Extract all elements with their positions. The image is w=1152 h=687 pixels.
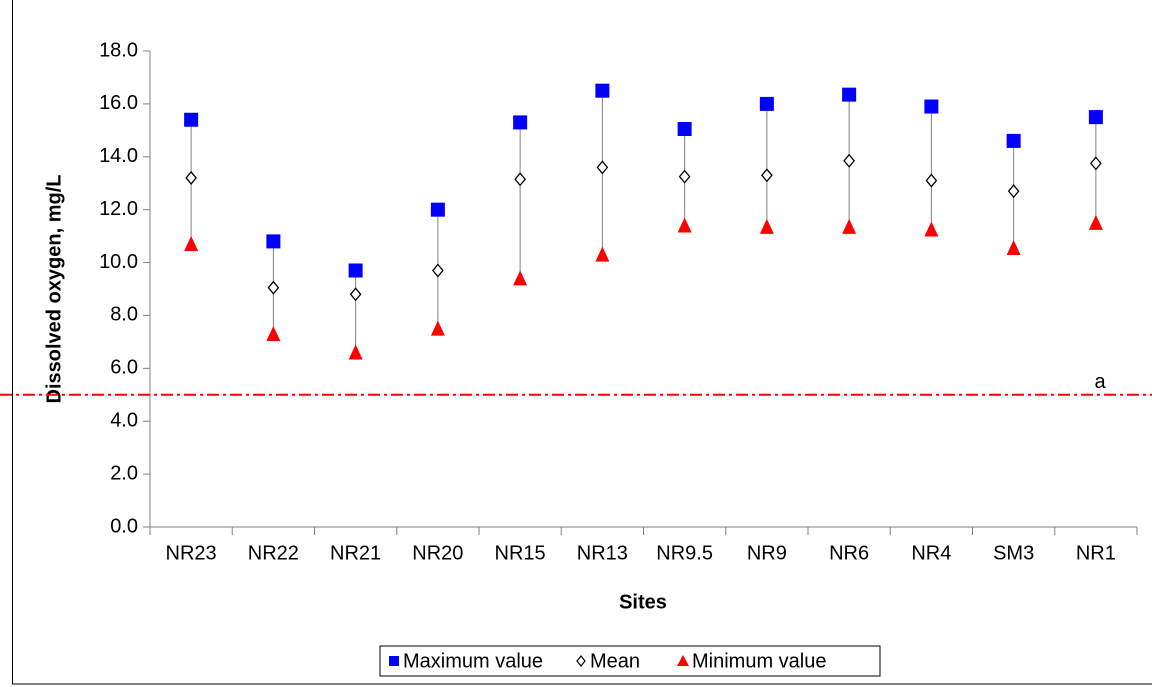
marker-triangle xyxy=(1088,214,1103,230)
marker-diamond xyxy=(514,172,526,187)
legend-label: Mean xyxy=(590,650,640,672)
y-tick-label: 14.0 xyxy=(99,145,138,167)
y-axis-label: Dissolved oxygen, mg/L xyxy=(43,175,65,404)
y-tick-label: 18.0 xyxy=(99,39,138,61)
marker-triangle xyxy=(1006,240,1021,256)
marker-triangle xyxy=(348,344,363,360)
marker-square xyxy=(1088,110,1103,125)
marker-diamond xyxy=(267,280,280,295)
marker-square xyxy=(595,83,610,98)
chart-frame xyxy=(12,0,1152,685)
x-tick-label: NR9 xyxy=(747,542,787,564)
marker-square xyxy=(348,263,363,278)
marker-triangle xyxy=(184,236,199,252)
marker-triangle xyxy=(842,218,857,234)
y-tick-label: 4.0 xyxy=(110,410,138,432)
x-tick-label: NR13 xyxy=(577,542,628,564)
marker-diamond xyxy=(843,153,855,168)
marker-triangle xyxy=(266,325,281,341)
marker-diamond xyxy=(761,168,773,183)
x-tick-label: NR20 xyxy=(412,542,463,564)
marker-square xyxy=(677,122,692,137)
x-tick-label: SM3 xyxy=(993,542,1034,564)
x-axis-label: Sites xyxy=(619,591,667,613)
y-tick-label: 8.0 xyxy=(110,304,138,326)
y-tick-label: 2.0 xyxy=(110,462,138,484)
marker-triangle xyxy=(759,218,774,234)
y-tick-label: 10.0 xyxy=(99,251,138,273)
x-tick-label: NR4 xyxy=(911,542,951,564)
marker-diamond xyxy=(1007,184,1020,199)
y-tick-label: 12.0 xyxy=(99,198,138,220)
legend-label: Minimum value xyxy=(692,650,826,672)
marker-triangle xyxy=(430,320,445,336)
x-tick-label: NR21 xyxy=(330,542,381,564)
marker-diamond xyxy=(349,287,362,302)
x-tick-label: NR6 xyxy=(829,542,869,564)
reference-label: a xyxy=(1094,371,1106,393)
marker-square xyxy=(759,96,774,111)
x-tick-label: NR9.5 xyxy=(656,542,713,564)
marker-square xyxy=(1006,133,1021,148)
marker-triangle xyxy=(595,246,610,262)
y-tick-label: 0.0 xyxy=(110,515,138,537)
marker-square xyxy=(924,99,939,114)
legend-label: Maximum value xyxy=(403,650,543,672)
marker-diamond xyxy=(185,170,197,185)
marker-diamond xyxy=(432,263,444,278)
legend-swatch xyxy=(389,656,399,666)
legend-swatch xyxy=(677,655,689,666)
x-tick-label: NR22 xyxy=(248,542,299,564)
marker-square xyxy=(430,202,445,217)
x-tick-label: NR15 xyxy=(495,542,546,564)
x-tick-label: NR1 xyxy=(1076,542,1116,564)
y-tick-label: 6.0 xyxy=(110,357,138,379)
x-tick-label: NR23 xyxy=(166,542,217,564)
legend-box xyxy=(379,645,881,677)
marker-square xyxy=(513,115,528,130)
legend-swatch xyxy=(576,655,586,667)
marker-square xyxy=(184,112,199,127)
marker-diamond xyxy=(678,169,691,184)
marker-diamond xyxy=(925,173,938,188)
marker-diamond xyxy=(1090,156,1102,171)
y-tick-label: 16.0 xyxy=(99,92,138,114)
marker-square xyxy=(266,234,281,249)
marker-triangle xyxy=(924,221,939,237)
marker-diamond xyxy=(596,160,609,175)
marker-square xyxy=(842,87,857,102)
marker-triangle xyxy=(677,217,692,233)
marker-triangle xyxy=(513,270,528,286)
